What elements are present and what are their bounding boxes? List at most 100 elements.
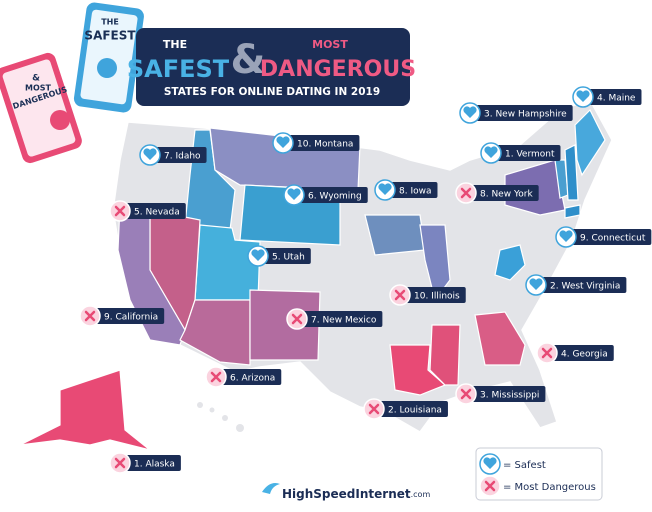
- label-text: 4. Maine: [597, 94, 636, 104]
- heart: [483, 457, 497, 469]
- logo-suffix: .com: [411, 490, 431, 499]
- state-label: 6. Wyoming: [283, 184, 368, 206]
- heart: [559, 230, 573, 242]
- state-label: 4. Georgia: [536, 342, 614, 364]
- label-box: [289, 135, 360, 151]
- label-text: 3. Mississippi: [480, 391, 539, 401]
- label-box: [303, 311, 383, 327]
- label-box: [553, 345, 614, 361]
- heart: [378, 183, 392, 195]
- label-box: [300, 187, 368, 203]
- label-text: 1. Vermont: [505, 150, 555, 160]
- label-text: 4. Georgia: [561, 350, 608, 360]
- label-box: [572, 229, 652, 245]
- cross: [84, 310, 96, 322]
- heart: [276, 136, 290, 148]
- label-box: [264, 248, 311, 264]
- subtitle: STATES FOR ONLINE DATING IN 2019: [164, 86, 380, 98]
- cross: [460, 388, 472, 400]
- logo: HighSpeedInternet.com: [262, 483, 430, 501]
- title-block: THE SAFEST & MOST DANGEROUS STATES FOR O…: [127, 28, 416, 106]
- label-box: [391, 182, 438, 198]
- label-box: [126, 203, 186, 219]
- label-box: [542, 277, 627, 293]
- legend-text: = Most Dangerous: [503, 482, 596, 493]
- label-box: [472, 386, 546, 402]
- cross: [484, 480, 496, 492]
- label-box: [380, 401, 448, 417]
- heart: [484, 146, 498, 158]
- legend: = Safest = Most Dangerous: [479, 453, 596, 497]
- cross: [394, 289, 406, 301]
- label-text: 5. Utah: [272, 253, 305, 263]
- phones: THE SAFEST & MOST DANGEROUS: [0, 2, 144, 164]
- state-label: 5. Nevada: [109, 200, 186, 222]
- legend-box: [475, 447, 603, 501]
- label-box: [472, 185, 539, 201]
- label-box: [589, 89, 642, 105]
- state-label: 1. Alaska: [109, 452, 181, 474]
- heart: [287, 188, 301, 200]
- label-box: [126, 455, 181, 471]
- label-text: 9. Connecticut: [580, 234, 646, 244]
- heart: [529, 278, 543, 290]
- phone-text: &: [32, 74, 40, 84]
- cross: [114, 205, 126, 217]
- label-box: [497, 145, 561, 161]
- state-label: 2. Louisiana: [363, 398, 448, 420]
- label-box: [476, 105, 573, 121]
- heart: [463, 106, 477, 118]
- state-label: 10. Montana: [272, 132, 360, 154]
- heart: [251, 249, 265, 261]
- cross: [114, 457, 126, 469]
- label-text: 1. Alaska: [134, 460, 175, 470]
- svg-text:HighSpeedInternet.com: HighSpeedInternet.com: [282, 487, 430, 501]
- label-text: 2. Louisiana: [388, 406, 442, 416]
- title-most: MOST: [312, 38, 348, 51]
- state-labels: 4. Maine 3. New Hampshire 1. Vermont 10. Mo…: [79, 86, 652, 474]
- label-text: 8. Iowa: [399, 187, 431, 197]
- title-amp: &: [231, 37, 266, 83]
- state-label: 4. Maine: [572, 86, 642, 108]
- cross: [541, 347, 553, 359]
- label-text: 10. Illinois: [414, 292, 460, 302]
- us-map: [19, 99, 613, 451]
- title-dangerous: DANGEROUS: [260, 57, 416, 82]
- phone-text: MOST: [25, 84, 52, 93]
- label-text: 8. New York: [480, 190, 533, 200]
- label-text: 3. New Hampshire: [484, 110, 567, 120]
- state-label: 3. New Hampshire: [459, 102, 573, 124]
- label-text: 9. California: [104, 313, 158, 323]
- phone-text: SAFEST: [84, 29, 136, 43]
- label-text: 7. Idaho: [164, 152, 201, 162]
- label-text: 10. Montana: [297, 140, 353, 150]
- state-label: 7. New Mexico: [286, 308, 383, 330]
- state-label: 5. Utah: [247, 245, 311, 267]
- state-label: 9. Connecticut: [555, 226, 652, 248]
- label-box: [156, 147, 207, 163]
- heart: [143, 148, 157, 160]
- heart: [576, 90, 590, 102]
- label-text: 6. Wyoming: [308, 192, 362, 202]
- title-the: THE: [163, 38, 187, 51]
- label-box: [406, 287, 466, 303]
- cross: [291, 313, 303, 325]
- state-label: 6. Arizona: [205, 366, 282, 388]
- state-label: 3. Mississippi: [455, 383, 546, 405]
- label-text: 2. West Virginia: [550, 282, 620, 292]
- label-box: [222, 369, 282, 385]
- state-label: 9. California: [79, 305, 165, 327]
- title-safest: SAFEST: [127, 55, 230, 83]
- label-text: 7. New Mexico: [311, 316, 377, 326]
- cross: [210, 371, 222, 383]
- phone-text: THE: [101, 18, 119, 27]
- state-label: 8. Iowa: [374, 179, 438, 201]
- legend-text: = Safest: [503, 460, 546, 471]
- state-label: 2. West Virginia: [525, 274, 627, 296]
- state-label: 10. Illinois: [389, 284, 466, 306]
- label-box: [96, 308, 165, 324]
- logo-name: HighSpeedInternet: [282, 487, 411, 501]
- label-text: 5. Nevada: [134, 208, 180, 218]
- state-label: 7. Idaho: [139, 144, 207, 166]
